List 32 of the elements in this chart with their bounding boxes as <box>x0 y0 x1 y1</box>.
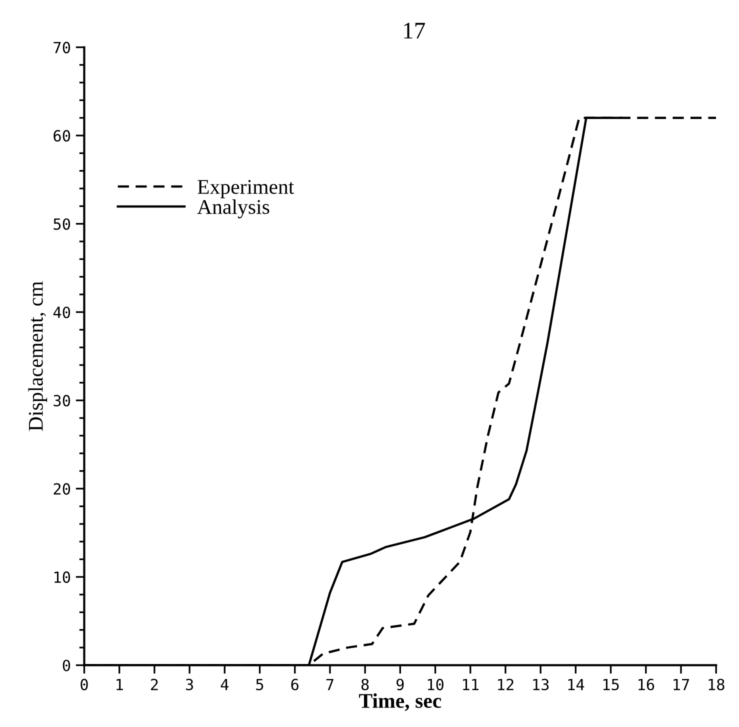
x-tick-label: 12 <box>498 678 514 690</box>
x-tick-label: 17 <box>674 678 690 690</box>
y-tick-label: 70 <box>54 42 70 54</box>
x-tick-label: 11 <box>463 678 479 690</box>
y-tick-label: 30 <box>54 394 70 406</box>
y-tick-label: 40 <box>53 306 70 318</box>
x-tick-label: 13 <box>533 678 549 690</box>
y-tick-label: 50 <box>54 218 70 230</box>
y-tick-label: 60 <box>54 130 70 142</box>
x-tick-label: 8 <box>361 678 369 690</box>
y-axis-title: Displacement, cm <box>28 281 48 431</box>
legend-label: Analysis <box>197 199 270 218</box>
x-tick-label: 1 <box>116 678 123 690</box>
x-tick-label: 3 <box>186 678 194 690</box>
x-tick-label: 6 <box>291 678 298 690</box>
x-tick-label: 9 <box>396 678 404 690</box>
x-tick-label: 5 <box>256 678 264 690</box>
x-tick-label: 15 <box>603 678 619 690</box>
x-axis-title: Time, sec <box>359 693 442 711</box>
x-tick-label: 2 <box>150 678 158 690</box>
x-tick-label: 7 <box>326 678 334 690</box>
x-tick-label: 16 <box>638 678 654 690</box>
x-tick-label: 14 <box>568 678 584 690</box>
text: 17 <box>404 22 425 38</box>
x-tick-label: 18 <box>708 678 724 690</box>
x-tick-label: 0 <box>80 678 88 690</box>
x-tick-label: 10 <box>428 678 444 690</box>
y-tick-label: 0 <box>62 660 70 672</box>
x-tick-label: 4 <box>220 678 229 690</box>
y-tick-label: 20 <box>54 483 70 495</box>
legend-label: Experiment <box>198 180 294 198</box>
y-tick-label: 10 <box>54 571 70 583</box>
